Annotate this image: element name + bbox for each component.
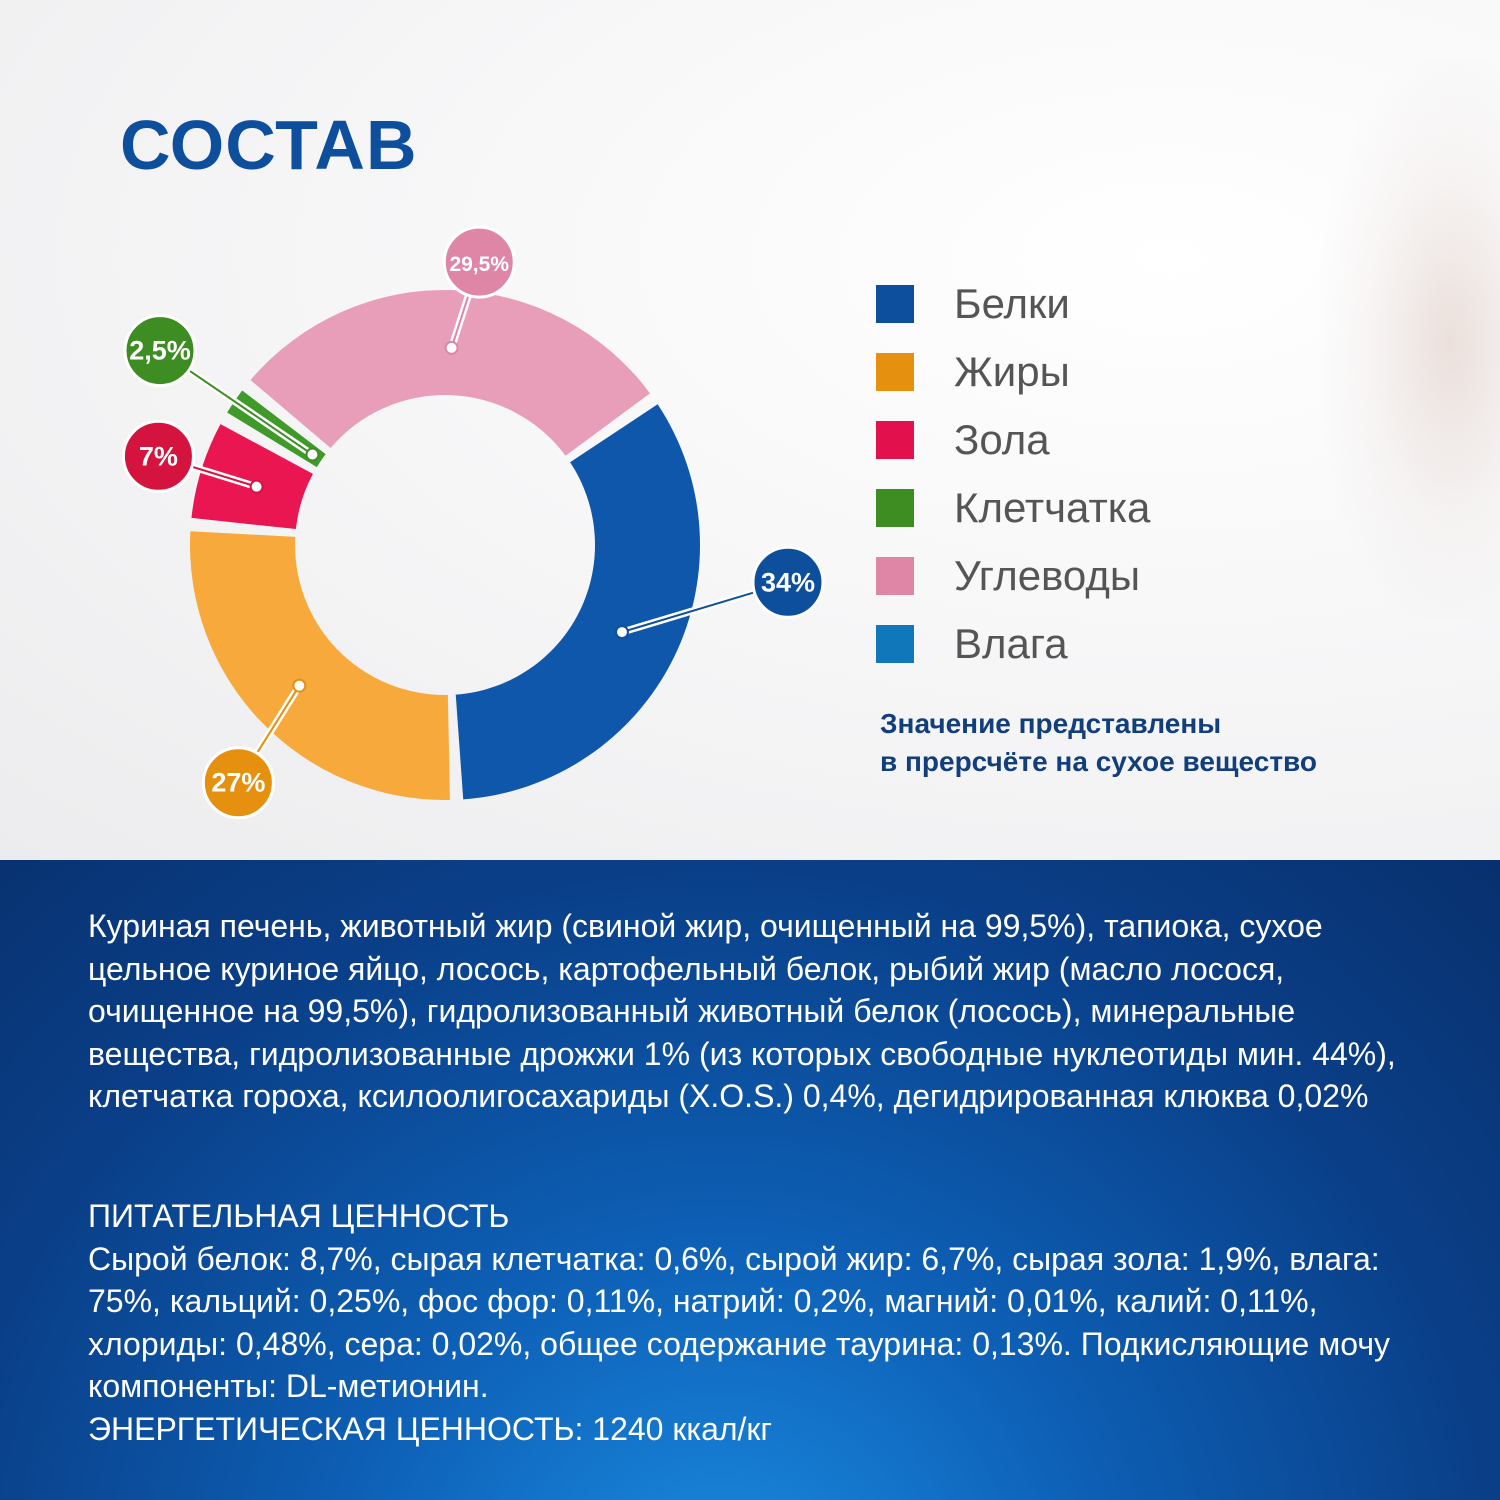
legend-swatch	[876, 489, 914, 527]
leader-dot-2	[292, 678, 307, 693]
legend-item-6: Влага	[876, 610, 1150, 678]
energy-value: ЭНЕРГЕТИЧЕСКАЯ ЦЕННОСТЬ: 1240 ккал/кг	[88, 1410, 773, 1447]
composition-donut-chart: 34% 27% 7% 2,5% 29,5%	[121, 225, 825, 820]
value-badge-5	[442, 225, 516, 299]
ingredients-text: Куриная печень, животный жир (свиной жир…	[88, 908, 1396, 1114]
page-title: СОСТАВ	[120, 106, 418, 184]
note-line-2: в прерсчёте на сухое вещество	[880, 746, 1317, 777]
chart-legend: Белки Жиры Зола Клетчатка Углеводы Влага	[876, 270, 1150, 678]
value-label-1: 34%	[761, 567, 815, 597]
value-label-3: 7%	[139, 441, 178, 471]
legend-label: Углеводы	[954, 552, 1141, 599]
legend-label: Влага	[954, 620, 1068, 667]
donut-slice-2	[190, 531, 450, 800]
value-label-5: 29,5%	[449, 253, 509, 276]
leader-dot-3	[249, 479, 264, 494]
legend-swatch	[876, 285, 914, 323]
legend-item-1: Белки	[876, 270, 1150, 338]
nutrition-text: Сырой белок: 8,7%, сырая клетчатка: 0,6%…	[88, 1240, 1390, 1405]
legend-label: Жиры	[954, 348, 1070, 395]
legend-swatch	[876, 625, 914, 663]
value-label-4: 2,5%	[129, 336, 191, 366]
donut-slice-1	[455, 404, 700, 800]
ingredients-panel: Куриная печень, животный жир (свиной жир…	[0, 860, 1500, 1500]
value-badge-2	[201, 746, 275, 820]
value-label-2: 27%	[211, 768, 265, 798]
legend-item-5: Углеводы	[876, 542, 1150, 610]
donut-slice-5	[250, 290, 650, 456]
legend-label: Клетчатка	[954, 484, 1151, 531]
donut-slice-3	[191, 424, 313, 530]
composition-section: СОСТАВ 34% 27% 7% 2,5% 29,5% Белки Жиры Зола Кл…	[0, 0, 1500, 860]
note-line-1: Значение представлены	[880, 708, 1222, 739]
legend-item-4: Клетчатка	[876, 474, 1150, 542]
legend-swatch	[876, 557, 914, 595]
value-badge-3	[121, 419, 195, 493]
legend-swatch	[876, 421, 914, 459]
leader-dot-4	[305, 447, 320, 462]
leader-dot-1	[614, 625, 629, 640]
dry-matter-note: Значение представлены в прерсчёте на сух…	[880, 705, 1440, 781]
value-badge-1	[751, 545, 825, 619]
legend-swatch	[876, 353, 914, 391]
legend-label: Белки	[954, 280, 1070, 327]
legend-item-3: Зола	[876, 406, 1150, 474]
value-badge-4	[123, 314, 197, 388]
legend-item-2: Жиры	[876, 338, 1150, 406]
nutrition-block: ПИТАТЕЛЬНАЯ ЦЕННОСТЬ Сырой белок: 8,7%, …	[88, 1195, 1418, 1450]
legend-label: Зола	[954, 416, 1050, 463]
nutrition-heading: ПИТАТЕЛЬНАЯ ЦЕННОСТЬ	[88, 1198, 510, 1234]
leader-dot-5	[444, 340, 459, 355]
